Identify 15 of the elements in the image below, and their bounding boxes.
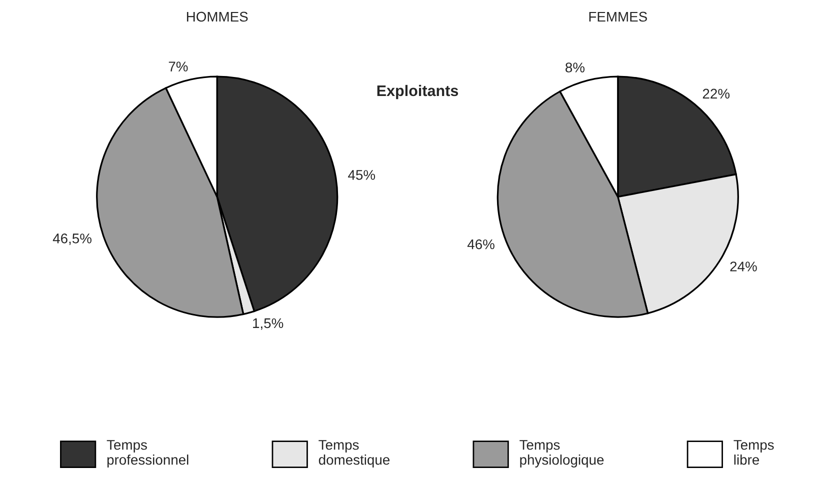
data-label: 1,5% [253, 318, 284, 330]
chart-title: HOMMES [186, 12, 248, 22]
legend-label: Temps physiologique [520, 440, 604, 468]
data-label: 8% [566, 62, 585, 72]
data-label: 24% [730, 262, 757, 272]
legend-label: Temps libre [734, 440, 774, 465]
chart-title: FEMMES [589, 12, 647, 22]
data-label: 46% [467, 239, 494, 250]
data-label: 22% [702, 88, 730, 99]
text: Exploitants [377, 84, 458, 100]
legend-label: Temps domestique [318, 440, 390, 468]
legend-label: Temps professionnel [106, 440, 188, 468]
data-label: 7% [168, 62, 188, 72]
data-label: 45% [348, 170, 376, 180]
data-label: 46,5% [52, 234, 92, 246]
